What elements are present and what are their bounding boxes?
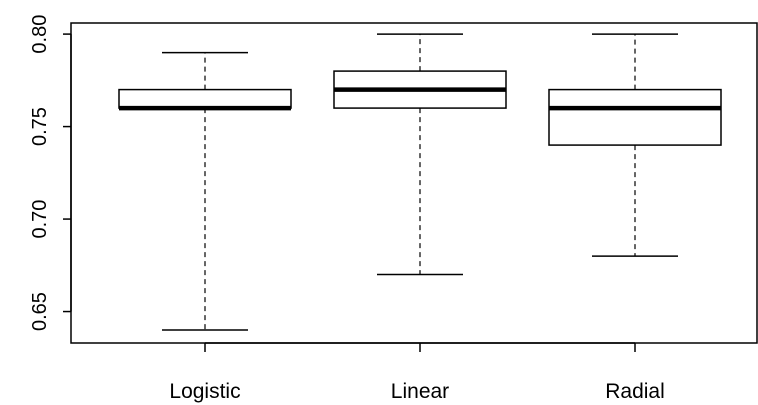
x-tick-label: Logistic bbox=[169, 380, 240, 403]
y-tick-label: 0.70 bbox=[29, 200, 51, 239]
y-tick-label: 0.75 bbox=[29, 107, 51, 146]
iqr-box bbox=[118, 88, 292, 109]
iqr-box bbox=[548, 88, 722, 146]
box-radial bbox=[548, 33, 722, 257]
x-axis: Logistic Linear Radial bbox=[169, 342, 665, 403]
x-tick-label: Radial bbox=[605, 380, 665, 403]
x-tick-label: Linear bbox=[391, 380, 449, 403]
box-logistic bbox=[118, 51, 292, 331]
y-axis: 0.65 0.70 0.75 0.80 bbox=[29, 15, 72, 331]
y-tick-label: 0.80 bbox=[29, 15, 51, 54]
box-linear bbox=[333, 33, 507, 276]
y-tick-label: 0.65 bbox=[29, 292, 51, 331]
boxes bbox=[118, 33, 722, 331]
